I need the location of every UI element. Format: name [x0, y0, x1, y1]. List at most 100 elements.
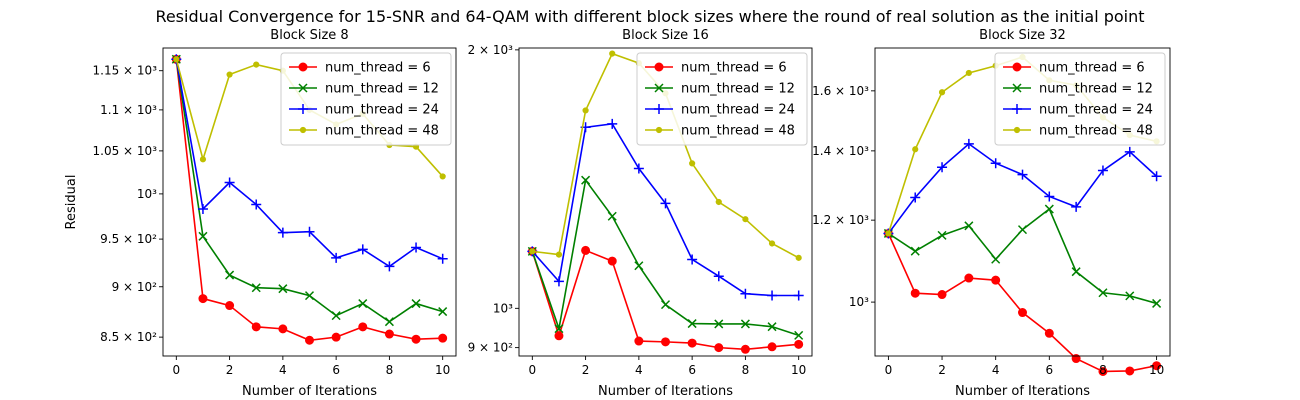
data-point: [742, 216, 749, 223]
data-point: [253, 61, 260, 68]
data-point: [384, 329, 394, 339]
data-point: [740, 288, 751, 299]
legend-label: num_thread = 24: [325, 103, 439, 118]
legend-entry: num_thread = 6: [289, 61, 431, 76]
y-tick-label: 8.5 × 10²: [100, 330, 157, 344]
x-tick-label: 10: [435, 363, 450, 377]
data-point: [965, 69, 972, 77]
data-point: [607, 211, 617, 221]
data-point: [937, 230, 947, 240]
data-point: [767, 342, 777, 352]
series-num-thread-24: [171, 54, 448, 272]
data-point: [304, 226, 315, 237]
legend-label: num_thread = 24: [681, 103, 795, 118]
legend-marker: [654, 83, 664, 93]
subplot-3: Block Size 32 0 2 4 6 8 10 10³ 1.2 × 10³ 1.4 × 10…: [812, 28, 1171, 399]
data-point: [357, 244, 368, 255]
data-point: [1044, 191, 1055, 202]
y-tick-label: 10³: [493, 301, 513, 315]
data-point: [607, 118, 618, 129]
axes-frame: [518, 47, 813, 357]
data-point: [437, 253, 448, 264]
data-point: [1071, 201, 1082, 212]
x-tick-label: 4: [279, 363, 287, 377]
legend-entry: num_thread = 12: [645, 82, 795, 97]
data-point: [439, 173, 446, 180]
y-tick-label: 1.2 × 10³: [812, 213, 869, 227]
legend-entry: num_thread = 24: [1003, 103, 1153, 118]
legend-marker: [298, 104, 308, 114]
legend: num_thread = 6 num_thread = 12 num_thread …: [636, 52, 808, 146]
data-point: [964, 221, 974, 231]
data-point: [173, 56, 180, 63]
data-point: [251, 322, 261, 332]
data-point: [687, 319, 697, 329]
data-point: [991, 254, 1001, 264]
data-point: [581, 175, 591, 185]
data-point: [660, 198, 671, 209]
data-point: [937, 162, 948, 173]
data-point: [1098, 288, 1108, 298]
data-point: [251, 199, 262, 210]
data-point: [607, 256, 617, 266]
x-tick-label: 4: [992, 363, 1000, 377]
data-point: [714, 343, 724, 353]
subplot-title: Block Size 16: [622, 28, 709, 43]
y-tick-label: 10³: [849, 295, 869, 309]
legend-label: num_thread = 6: [1039, 61, 1145, 76]
y-tick-label: 1.4 × 10³: [812, 144, 869, 158]
x-axis-label: Number of Iterations: [598, 384, 733, 399]
legend-marker: [299, 126, 307, 134]
data-point: [991, 275, 1001, 285]
data-point: [251, 283, 261, 293]
data-point: [358, 299, 368, 309]
legend-entry: num_thread = 24: [289, 103, 439, 118]
x-axis-label: Number of Iterations: [242, 384, 377, 399]
legend-label: num_thread = 48: [1039, 124, 1153, 139]
y-axis-label: Residual: [64, 175, 79, 230]
data-point: [713, 271, 724, 282]
x-tick-label: 10: [791, 363, 806, 377]
data-point: [910, 288, 920, 298]
data-point: [1124, 146, 1135, 157]
data-point: [910, 192, 921, 203]
data-point: [198, 294, 208, 304]
data-point: [331, 311, 341, 321]
data-point: [633, 163, 644, 174]
data-point: [795, 254, 802, 261]
data-point: [1018, 308, 1027, 318]
data-point: [331, 252, 342, 263]
series-num-thread-12: [527, 175, 804, 340]
legend-box: [994, 52, 1166, 146]
data-point: [634, 336, 644, 346]
y-tick-label: 9.5 × 10²: [100, 232, 157, 246]
x-tick-label: 0: [172, 363, 180, 377]
x-tick-label: 6: [1045, 363, 1053, 377]
data-point: [553, 276, 564, 287]
data-point: [767, 290, 778, 301]
legend-box: [280, 52, 452, 146]
data-point: [277, 227, 288, 238]
subplot-1: Block Size 8 0 2 4 6 8 10 8.5 × 10² 9 × 10² 9.5 ×…: [64, 28, 457, 399]
legend-marker: [1013, 126, 1021, 134]
data-point: [225, 301, 235, 311]
data-point: [768, 240, 776, 247]
axes-frame: [874, 47, 1171, 357]
data-point: [411, 299, 421, 309]
data-point: [1152, 298, 1162, 308]
legend-marker: [298, 83, 308, 93]
data-point: [740, 344, 750, 354]
x-tick-label: 6: [688, 363, 696, 377]
data-point: [715, 198, 722, 206]
data-point: [687, 254, 698, 265]
y-tick-label: 10³: [137, 187, 157, 201]
y-tick-label: 1.6 × 10³: [812, 84, 869, 98]
data-point: [224, 177, 235, 188]
legend: num_thread = 6 num_thread = 12 num_thread …: [280, 52, 452, 146]
x-tick-label: 2: [938, 363, 946, 377]
legend-label: num_thread = 6: [325, 61, 431, 76]
data-point: [225, 270, 235, 280]
data-point: [278, 324, 288, 334]
x-tick-label: 2: [226, 363, 234, 377]
data-point: [197, 204, 208, 214]
